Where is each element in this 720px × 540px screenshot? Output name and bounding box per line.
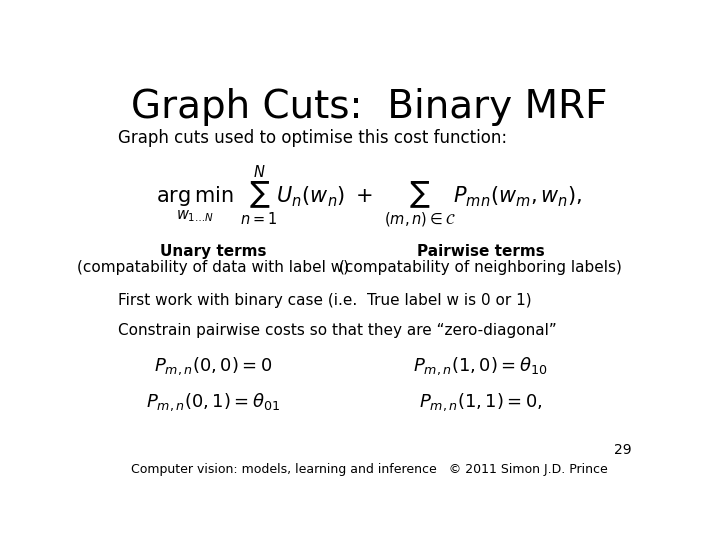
Text: (compatability of neighboring labels): (compatability of neighboring labels) — [339, 260, 622, 275]
Text: Graph cuts used to optimise this cost function:: Graph cuts used to optimise this cost fu… — [118, 129, 507, 147]
Text: $P_{m,n}(0,0) = 0$: $P_{m,n}(0,0) = 0$ — [153, 356, 272, 377]
Text: Computer vision: models, learning and inference   © 2011 Simon J.D. Prince: Computer vision: models, learning and in… — [130, 463, 608, 476]
Text: $P_{m,n}(1,0) = \theta_{10}$: $P_{m,n}(1,0) = \theta_{10}$ — [413, 356, 548, 377]
Text: (compatability of data with label w): (compatability of data with label w) — [77, 260, 348, 275]
Text: Constrain pairwise costs so that they are “zero-diagonal”: Constrain pairwise costs so that they ar… — [118, 322, 557, 338]
Text: Graph Cuts:  Binary MRF: Graph Cuts: Binary MRF — [131, 87, 607, 126]
Text: $P_{m,n}(1,1) = 0,$: $P_{m,n}(1,1) = 0,$ — [419, 391, 542, 413]
Text: $\underset{w_{1\ldots N}}{\arg\min}\ \sum_{n=1}^{N} U_n(w_n)\ +\ \sum_{(m,n)\in\: $\underset{w_{1\ldots N}}{\arg\min}\ \su… — [156, 165, 582, 230]
Text: Unary terms: Unary terms — [160, 244, 266, 259]
Text: $P_{m,n}(0,1) = \theta_{01}$: $P_{m,n}(0,1) = \theta_{01}$ — [145, 391, 280, 413]
Text: First work with binary case (i.e.  True label w is 0 or 1): First work with binary case (i.e. True l… — [118, 294, 531, 308]
Text: 29: 29 — [613, 443, 631, 457]
Text: Pairwise terms: Pairwise terms — [417, 244, 544, 259]
